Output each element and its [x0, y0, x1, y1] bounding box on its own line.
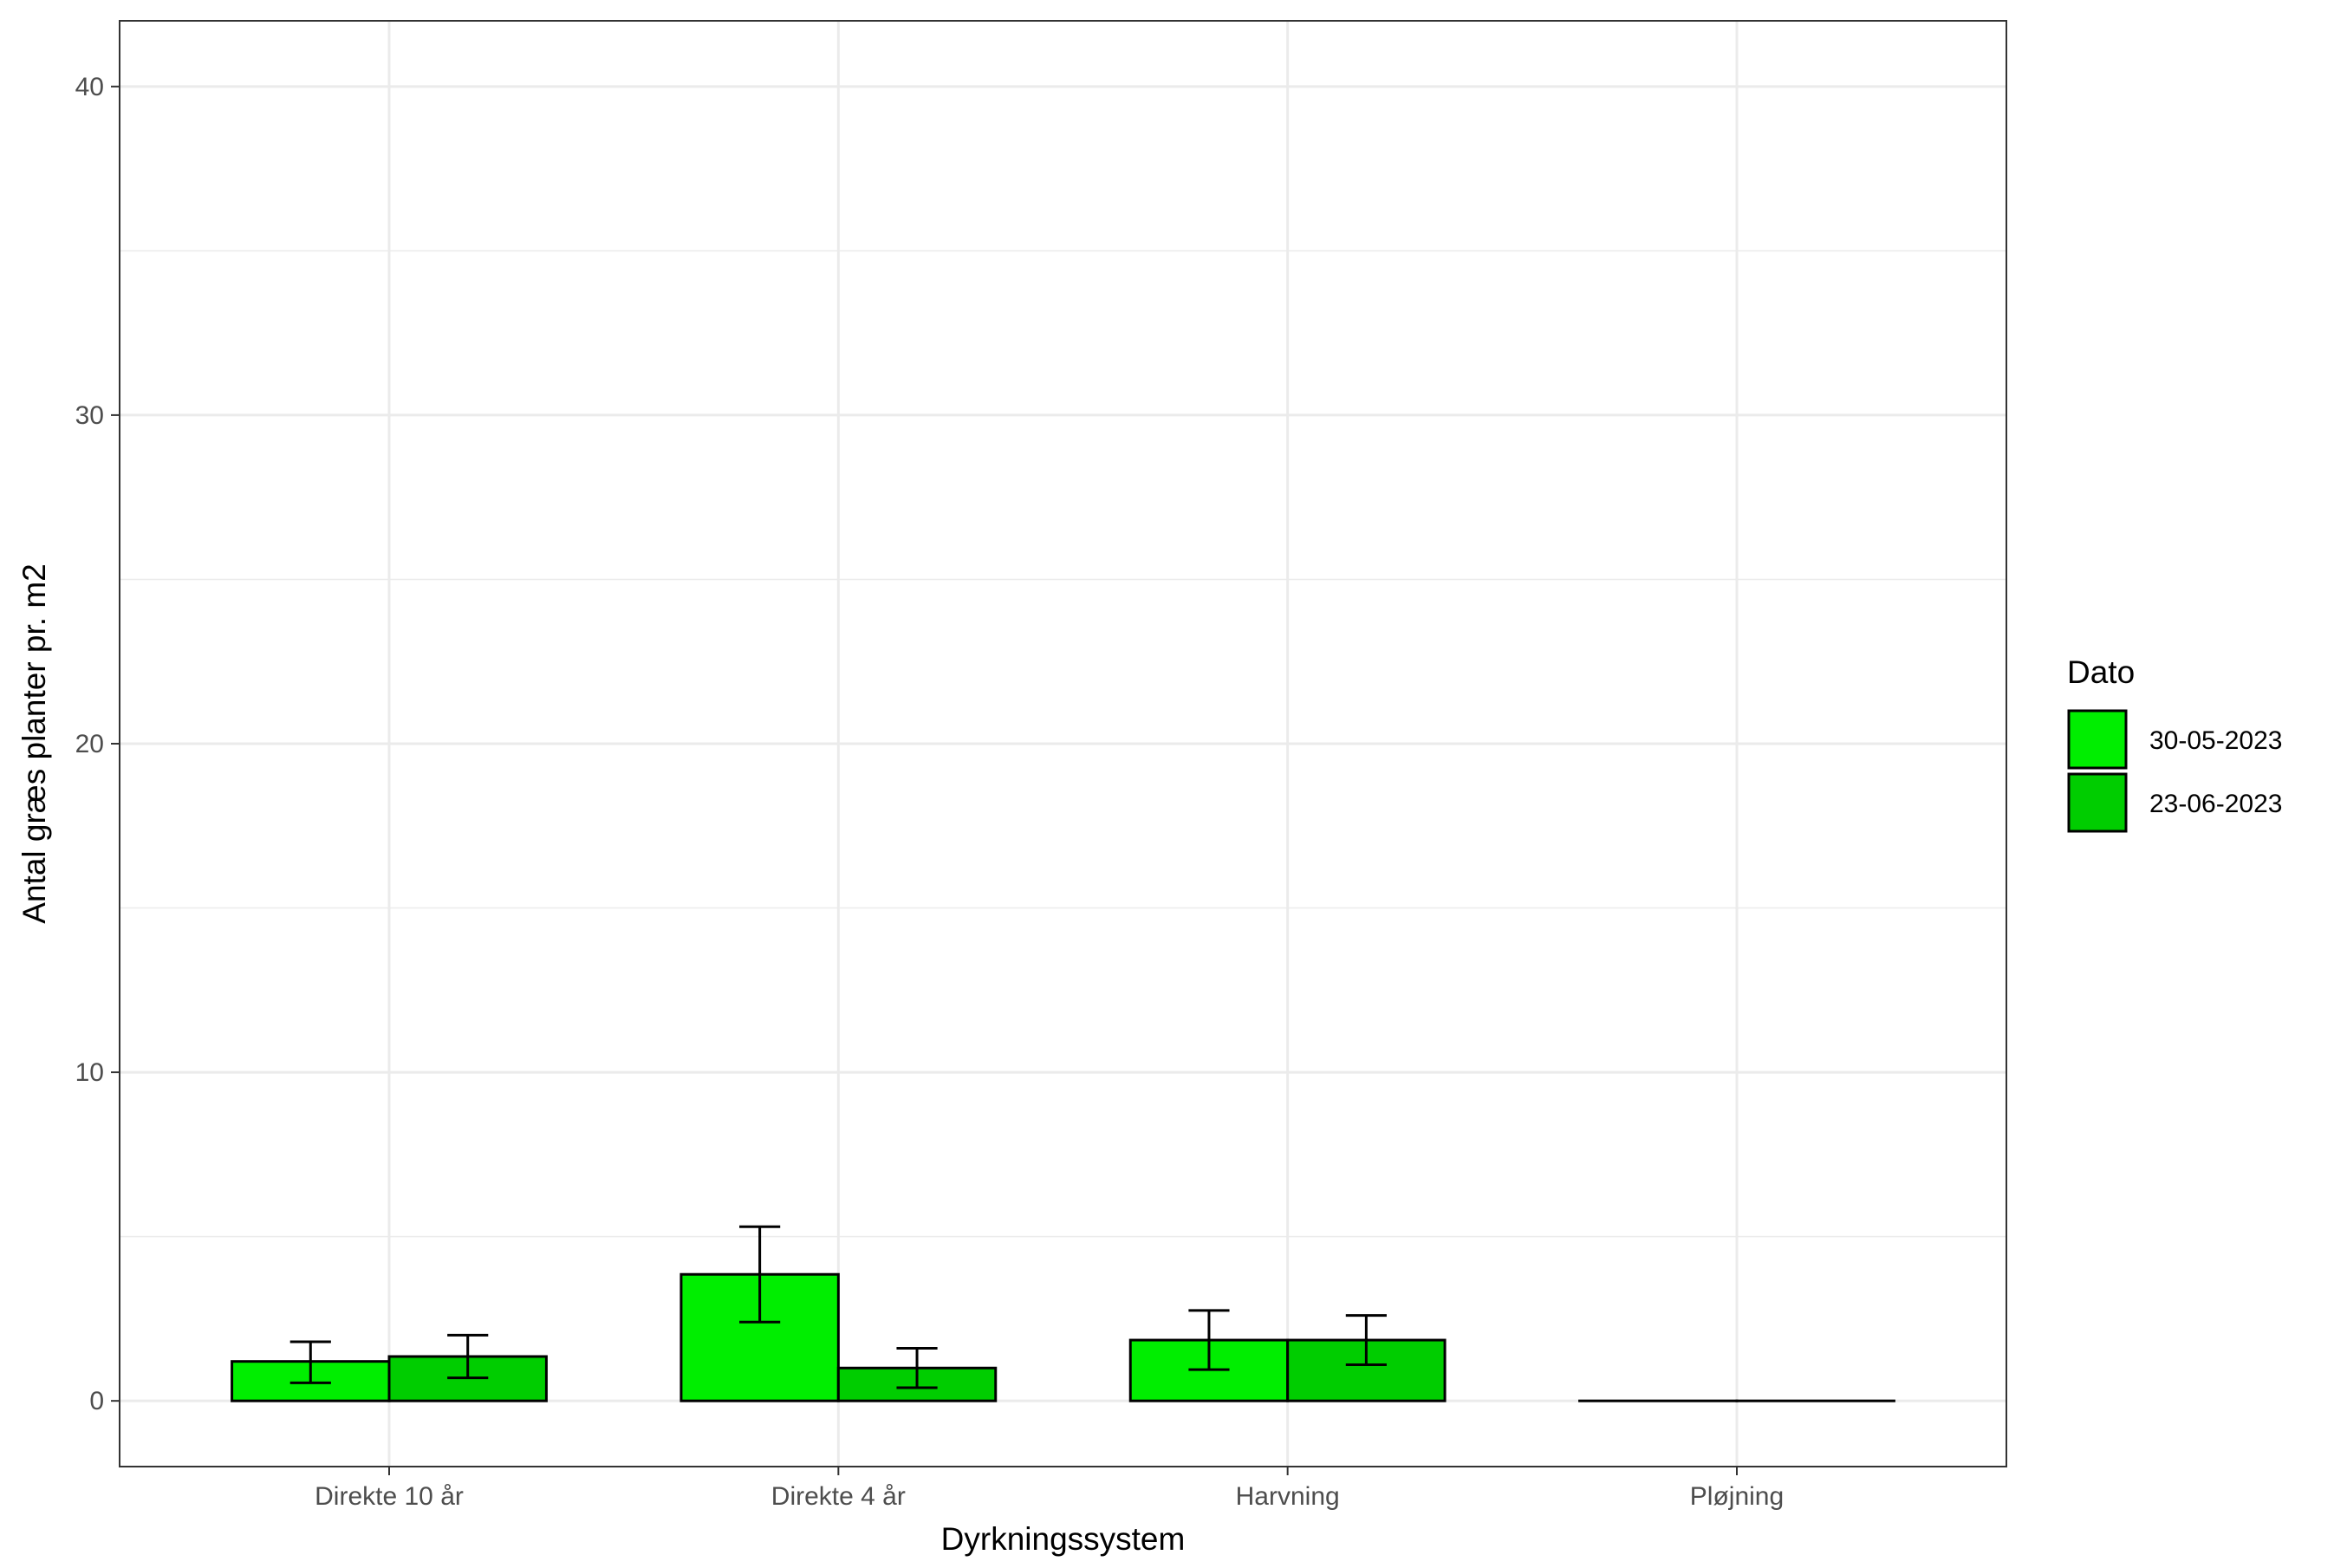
- bar: [679, 1272, 840, 1402]
- x-axis: Direkte 10 år Direkte 4 år Harvning Pløjnin…: [315, 1467, 1784, 1511]
- legend-title: Dato: [2067, 654, 2135, 690]
- error-bars: [289, 1225, 1387, 1389]
- legend-key: [2067, 709, 2128, 770]
- minor-gridlines: [120, 250, 2006, 1238]
- x-axis-title: Dyrkningssystem: [941, 1521, 1186, 1557]
- x-tick-label: Direkte 4 år: [771, 1482, 906, 1511]
- y-axis-title: Antal græs planter pr. m2: [16, 563, 52, 923]
- legend-label: 23-06-2023: [2149, 790, 2282, 818]
- x-tick-label: Harvning: [1236, 1482, 1340, 1511]
- legend: Dato 30-05-2023 23-06-2023: [2067, 654, 2282, 833]
- major-gridlines: [120, 21, 2006, 1467]
- y-tick-label: 0: [89, 1387, 104, 1415]
- bar: [1286, 1338, 1447, 1402]
- y-tick-label: 20: [75, 730, 104, 758]
- y-tick-label: 10: [75, 1058, 104, 1087]
- y-tick-label: 40: [75, 73, 104, 101]
- legend-key: [2067, 772, 2128, 833]
- y-axis: 0 10 20 30 40: [75, 73, 120, 1415]
- y-tick-label: 30: [75, 401, 104, 430]
- legend-label: 30-05-2023: [2149, 726, 2282, 755]
- x-tick-label: Pløjning: [1690, 1482, 1784, 1511]
- bars: [231, 1272, 1895, 1402]
- x-tick-label: Direkte 10 år: [315, 1482, 464, 1511]
